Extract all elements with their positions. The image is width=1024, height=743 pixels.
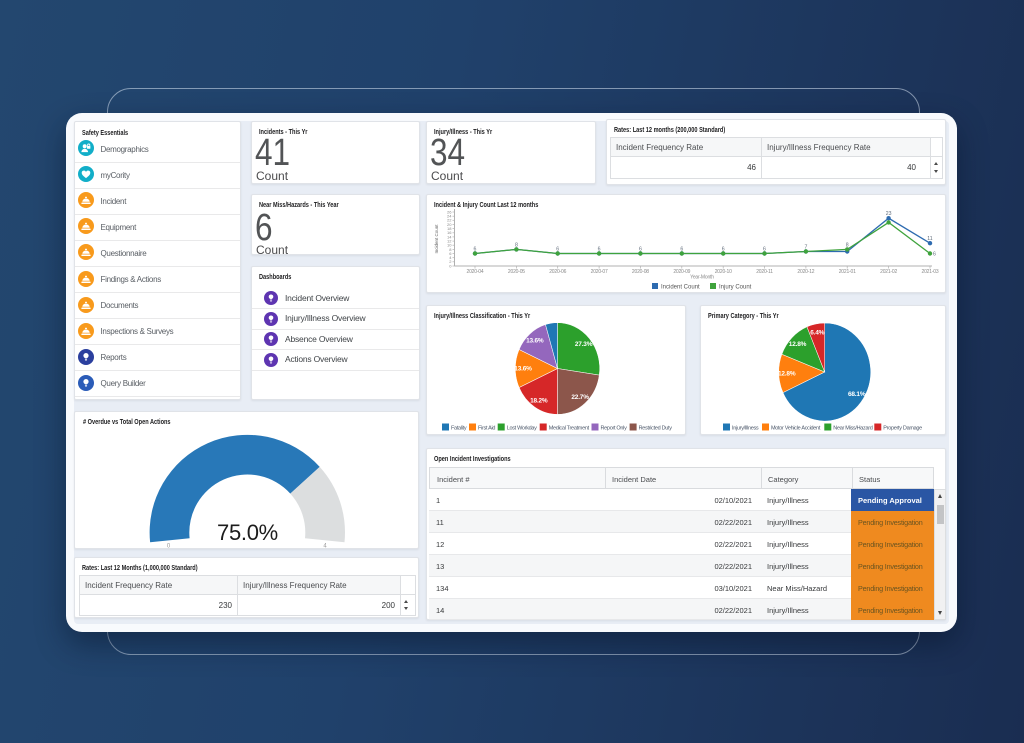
svg-text:6: 6 [474, 247, 477, 253]
svg-text:10: 10 [447, 243, 452, 248]
svg-text:2020-08: 2020-08 [632, 269, 649, 275]
svg-text:2020-06: 2020-06 [549, 269, 566, 275]
svg-text:Property Damage: Property Damage [883, 426, 922, 432]
svg-text:27.3%: 27.3% [575, 341, 593, 348]
svg-text:12.8%: 12.8% [789, 341, 807, 348]
svg-text:First Aid: First Aid [478, 426, 495, 432]
svg-text:16: 16 [447, 230, 452, 235]
svg-text:6: 6 [449, 251, 452, 256]
svg-text:4: 4 [449, 255, 452, 260]
svg-text:Incident Count: Incident Count [661, 285, 700, 291]
svg-text:0: 0 [167, 544, 171, 550]
svg-text:Motor Vehicle Accident: Motor Vehicle Accident [771, 426, 821, 432]
svg-text:Medical Treatment: Medical Treatment [549, 426, 590, 432]
svg-text:23: 23 [886, 211, 892, 217]
svg-text:18.2%: 18.2% [530, 397, 548, 404]
svg-text:26: 26 [447, 209, 452, 214]
svg-text:2021-02: 2021-02 [880, 269, 897, 275]
svg-text:6: 6 [933, 252, 936, 258]
svg-text:12.8%: 12.8% [778, 371, 796, 378]
svg-text:24: 24 [447, 214, 452, 219]
svg-text:20: 20 [447, 222, 452, 227]
svg-text:22.7%: 22.7% [571, 394, 589, 401]
svg-text:2: 2 [449, 259, 452, 264]
svg-text:8: 8 [515, 242, 518, 248]
svg-text:6.4%: 6.4% [810, 330, 824, 337]
svg-text:2020-12: 2020-12 [797, 269, 814, 275]
svg-text:Incident Count: Incident Count [434, 224, 439, 254]
svg-text:8: 8 [449, 247, 452, 252]
svg-text:6: 6 [763, 247, 766, 253]
svg-text:Restricted Duty: Restricted Duty [639, 426, 673, 432]
svg-text:11: 11 [927, 236, 932, 242]
svg-text:2020-09: 2020-09 [673, 269, 690, 275]
svg-text:2020-05: 2020-05 [508, 269, 525, 275]
svg-text:2021-03: 2021-03 [922, 269, 939, 275]
svg-text:6: 6 [680, 247, 683, 253]
svg-text:7: 7 [804, 245, 807, 251]
svg-text:Fatality: Fatality [451, 426, 467, 432]
svg-text:Injury/Illness: Injury/Illness [732, 426, 759, 432]
svg-text:6: 6 [598, 247, 601, 253]
svg-text:2020-07: 2020-07 [591, 269, 608, 275]
svg-text:13.6%: 13.6% [514, 366, 532, 373]
svg-text:13.6%: 13.6% [526, 337, 544, 344]
svg-text:75.0%: 75.0% [217, 520, 278, 545]
svg-text:Lost Workday: Lost Workday [507, 426, 537, 432]
svg-text:8: 8 [846, 242, 849, 248]
svg-text:18: 18 [447, 226, 452, 231]
svg-text:6: 6 [722, 247, 725, 253]
svg-text:6: 6 [639, 247, 642, 253]
svg-text:2021-01: 2021-01 [839, 269, 856, 275]
svg-text:2020-11: 2020-11 [756, 269, 773, 275]
svg-text:68.1%: 68.1% [848, 391, 866, 398]
svg-text:22: 22 [447, 218, 452, 223]
svg-text:14: 14 [447, 234, 452, 239]
svg-text:12: 12 [447, 239, 452, 244]
svg-text:2020-04: 2020-04 [467, 269, 484, 275]
svg-text:2020-10: 2020-10 [715, 269, 732, 275]
svg-text:6: 6 [556, 247, 559, 253]
svg-text:Report Only: Report Only [601, 426, 628, 432]
svg-text:Year-Month: Year-Month [690, 275, 714, 281]
svg-text:Near Miss/Hazard: Near Miss/Hazard [833, 426, 872, 432]
svg-text:4: 4 [323, 544, 327, 550]
svg-text:0: 0 [449, 263, 452, 268]
svg-text:Injury Count: Injury Count [719, 285, 752, 291]
